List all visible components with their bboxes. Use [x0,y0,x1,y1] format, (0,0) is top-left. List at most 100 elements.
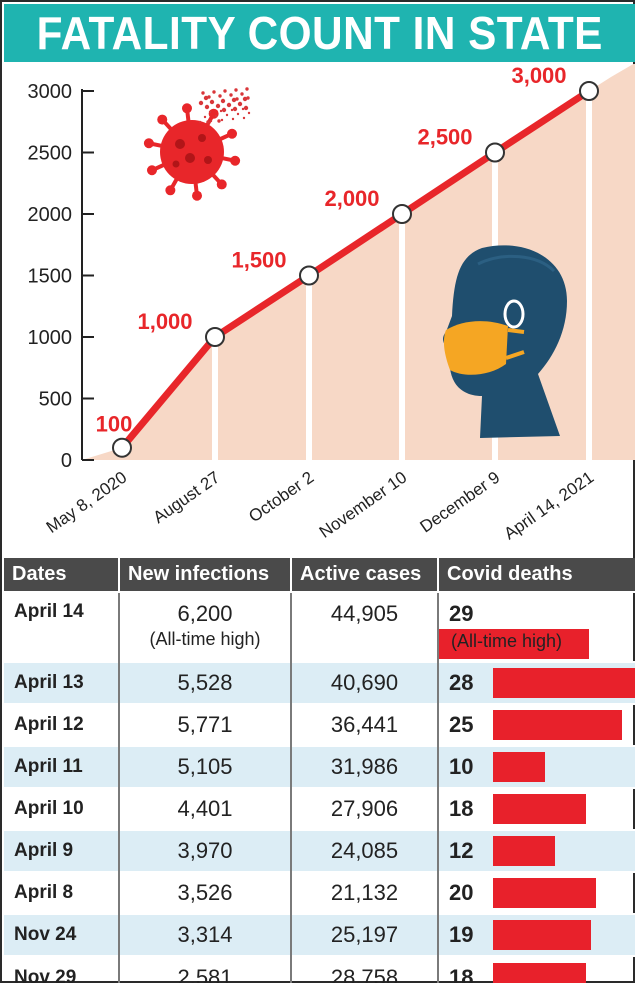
cell-covid-deaths: 20 [438,871,635,914]
table-row: April 9 3,970 24,085 12 [4,829,635,872]
masked-person-icon [443,245,567,438]
deaths-value: 29 [449,601,474,626]
chart-svg: 0 500 1000 1500 2000 2500 3000 100 [28,64,635,544]
deaths-value: 10 [449,754,474,779]
series-line [119,88,591,450]
virus-icon [143,87,251,201]
table-row: April 11 5,105 31,986 10 [4,745,635,788]
cell-date: April 13 [4,661,120,704]
data-point [579,81,599,101]
infections-value: 5,771 [177,712,233,737]
cell-new-infections: 3,970 [119,829,292,872]
cell-date: April 12 [4,703,120,746]
infections-value: 3,970 [177,838,233,863]
data-label: 2,500 [417,125,472,150]
y-tick-label: 2000 [28,204,73,226]
y-tick-label: 3000 [28,81,73,103]
x-tick-label: May 8, 2020 [43,468,131,537]
header-active-cases: Active cases [291,558,439,592]
cell-date: Nov 29 [4,955,120,983]
data-label: 2,000 [324,186,379,211]
cell-active-cases: 25,197 [291,913,439,956]
table-row: Nov 24 3,314 25,197 19 [4,913,635,956]
infections-value: 3,526 [177,880,233,905]
deaths-bar [493,836,555,866]
cell-active-cases: 31,986 [291,745,439,788]
table-row: April 12 5,771 36,441 25 [4,703,635,746]
y-tick-label: 2500 [28,143,73,165]
cell-active-cases: 21,132 [291,871,439,914]
data-point [485,142,505,163]
cell-date: April 8 [4,871,120,914]
cell-active-cases: 40,690 [291,661,439,704]
cell-covid-deaths: 10 [438,745,635,788]
deaths-value: 19 [449,922,474,947]
cell-new-infections: 3,526 [119,871,292,914]
cell-covid-deaths: 29 (All-time high) [438,591,635,662]
cell-active-cases: 27,906 [291,787,439,830]
data-label: 1,500 [231,248,286,273]
cell-covid-deaths: 18 [438,787,635,830]
deaths-value: 28 [449,670,474,695]
header-covid-deaths: Covid deaths [438,558,635,592]
y-axis: 0 500 1000 1500 2000 2500 3000 [28,81,94,472]
y-tick-label: 1000 [28,327,73,349]
cell-active-cases: 24,085 [291,829,439,872]
cell-date: April 11 [4,745,120,788]
data-point [299,265,319,286]
x-tick-label: November 10 [316,468,411,542]
x-tick-label: April 14, 2021 [500,468,597,544]
data-point [112,437,132,458]
x-tick-label: December 9 [417,468,504,537]
line-layer [112,81,599,458]
data-label: 3,000 [511,64,566,88]
cell-date: April 14 [4,591,120,662]
deaths-value: 18 [449,964,474,983]
infections-value: 2,581 [177,964,233,983]
deaths-bar [439,629,589,659]
header-new-infections: New infections [119,558,292,592]
deaths-note: (All-time high) [451,631,563,651]
table-row: April 14 6,200 (All-time high) 44,905 29 (All… [4,591,635,662]
infections-value: 6,200 [177,601,233,626]
table-row: April 8 3,526 21,132 20 [4,871,635,914]
deaths-value: 25 [449,712,474,737]
table-row: April 13 5,528 40,690 28 [4,661,635,704]
infections-value: 4,401 [177,796,233,821]
cell-new-infections: 5,105 [119,745,292,788]
infections-value: 5,105 [177,754,233,779]
infections-value: 5,528 [177,670,233,695]
y-tick-label: 1500 [28,266,73,288]
cell-covid-deaths: 18 [438,955,635,983]
y-tick-label: 0 [61,450,72,472]
x-tick-label: August 27 [150,468,224,527]
deaths-bar [493,752,545,782]
cell-covid-deaths: 19 [438,913,635,956]
page-title: FATALITY COUNT IN STATE [36,7,603,59]
cell-new-infections: 4,401 [119,787,292,830]
infections-value: 3,314 [177,922,233,947]
data-point [205,327,225,347]
deaths-value: 20 [449,880,474,905]
cell-new-infections: 3,314 [119,913,292,956]
title-bar: FATALITY COUNT IN STATE [4,4,635,62]
header-dates: Dates [4,558,120,592]
table-row: Nov 29 2,581 28,758 18 [4,955,635,983]
data-point [392,204,412,224]
cell-new-infections: 5,528 [119,661,292,704]
table-row: April 10 4,401 27,906 18 [4,787,635,830]
cell-new-infections: 5,771 [119,703,292,746]
fatality-line-chart: 0 500 1000 1500 2000 2500 3000 100 [2,64,635,554]
deaths-bar [493,920,591,950]
deaths-bar [493,668,635,698]
cell-covid-deaths: 12 [438,829,635,872]
stats-table: Dates New infections Active cases Covid … [4,558,635,983]
cell-new-infections: 6,200 (All-time high) [119,591,292,662]
stats-table-wrap: Dates New infections Active cases Covid … [4,558,635,983]
cell-date: Nov 24 [4,913,120,956]
deaths-value: 12 [449,838,474,863]
table-header-row: Dates New infections Active cases Covid … [4,558,635,592]
cell-active-cases: 28,758 [291,955,439,983]
